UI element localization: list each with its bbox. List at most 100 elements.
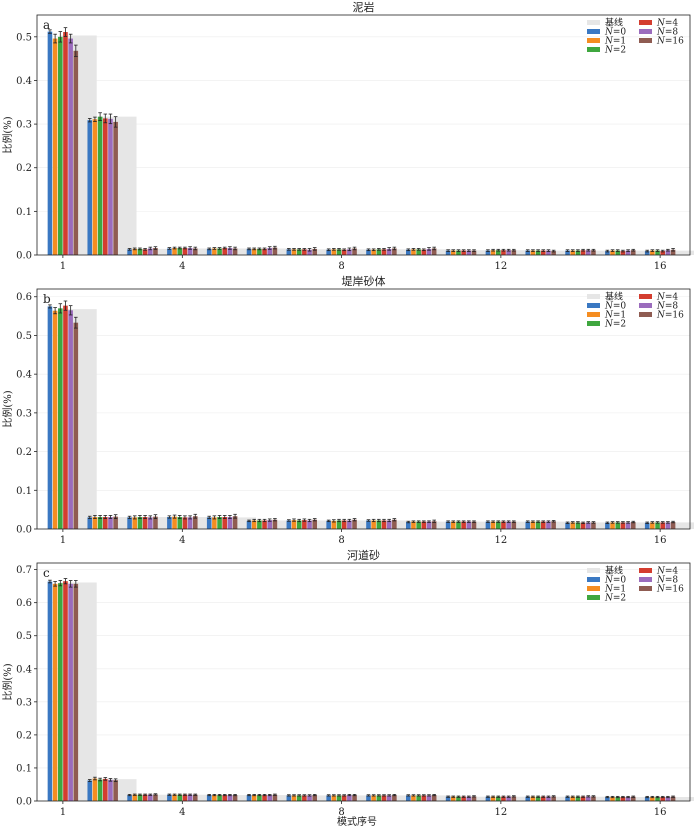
legend-label: N=8 <box>656 28 678 38</box>
bar-N-16 <box>352 248 357 255</box>
legend-label: N=16 <box>656 311 684 321</box>
bar-N-0 <box>525 250 531 255</box>
bar-N-4 <box>262 520 267 529</box>
bar-N-1 <box>490 521 496 529</box>
bar-baseline <box>498 250 535 255</box>
bar-baseline <box>259 520 296 529</box>
panel-title: 堤岸砂体 <box>342 274 386 288</box>
bar-N-0 <box>167 248 172 255</box>
bar-N-1 <box>92 517 98 529</box>
bar-N-4 <box>102 517 108 529</box>
y-tick-label: 0.3 <box>16 408 32 419</box>
bar-N-4 <box>341 795 347 801</box>
y-tick-label: 0.4 <box>16 76 32 87</box>
bar-baseline <box>498 796 535 801</box>
bar-N-4 <box>142 517 148 529</box>
bar-N-0 <box>605 797 610 801</box>
bar-N-8 <box>108 118 113 255</box>
bar-N-16 <box>670 249 676 255</box>
legend-swatch <box>587 303 600 308</box>
panel-tag: c <box>43 566 50 580</box>
legend-label: N=8 <box>656 576 678 586</box>
bar-N-2 <box>336 795 342 801</box>
panel-title: 河道砂 <box>347 548 380 562</box>
bar-N-0 <box>406 249 411 255</box>
legend-swatch <box>587 29 600 34</box>
bar-N-1 <box>530 521 536 529</box>
bar-N-4 <box>540 521 546 529</box>
bar-N-2 <box>615 522 621 529</box>
bar-N-0 <box>366 520 371 529</box>
bar-N-8 <box>386 520 392 529</box>
bar-N-2 <box>456 796 461 801</box>
bar-N-8 <box>307 249 312 255</box>
bar-N-0 <box>87 517 93 529</box>
bar-N-1 <box>92 119 98 255</box>
bar-N-0 <box>286 795 292 801</box>
bar-baseline <box>459 796 495 801</box>
bar-N-0 <box>644 797 650 801</box>
bar-N-1 <box>132 517 138 529</box>
bar-N-4 <box>102 778 108 801</box>
bar-baseline <box>459 521 495 529</box>
x-tick-label: 16 <box>654 807 667 818</box>
bar-N-1 <box>331 249 337 255</box>
bar-baseline <box>498 521 535 529</box>
bar-N-1 <box>371 249 376 255</box>
bar-N-4 <box>381 520 387 529</box>
bar-N-4 <box>580 250 586 255</box>
bar-baseline <box>538 521 575 529</box>
x-tick-label: 16 <box>654 261 667 272</box>
bar-N-8 <box>187 248 193 255</box>
bar-baseline <box>658 250 694 255</box>
bar-N-1 <box>251 248 257 255</box>
bar-N-16 <box>232 516 238 529</box>
bar-N-16 <box>113 516 118 529</box>
bar-N-4 <box>381 795 387 801</box>
bar-baseline <box>618 522 655 529</box>
bar-N-1 <box>450 250 456 255</box>
legend-swatch <box>639 29 652 34</box>
bar-N-8 <box>625 797 631 801</box>
bar-N-2 <box>535 521 541 529</box>
bar-N-4 <box>620 522 626 529</box>
bar-N-2 <box>177 517 183 529</box>
bar-baseline <box>140 794 177 801</box>
bar-N-4 <box>302 795 307 801</box>
bar-N-1 <box>132 794 138 801</box>
bar-N-0 <box>485 796 491 801</box>
bar-N-0 <box>127 795 132 801</box>
bar-N-8 <box>625 250 631 255</box>
legend-swatch <box>587 586 600 591</box>
legend-swatch <box>587 577 600 582</box>
bar-N-16 <box>113 121 118 255</box>
legend-label: N=4 <box>656 293 678 303</box>
bar-N-8 <box>625 522 631 529</box>
bar-N-4 <box>222 517 228 529</box>
bar-N-4 <box>142 794 148 801</box>
bar-N-1 <box>450 521 456 529</box>
bar-N-8 <box>585 796 591 801</box>
bar-N-1 <box>530 250 536 255</box>
bar-baseline <box>339 795 376 801</box>
bar-N-4 <box>381 249 387 255</box>
bar-N-4 <box>222 248 228 255</box>
bar-N-4 <box>63 305 68 529</box>
bar-N-0 <box>565 250 570 255</box>
bar-N-2 <box>376 520 382 529</box>
legend-label: N=4 <box>656 19 678 29</box>
bar-N-0 <box>127 249 132 255</box>
bar-N-2 <box>137 248 143 255</box>
bar-N-16 <box>312 519 318 529</box>
bar-N-0 <box>206 248 212 255</box>
bar-N-8 <box>267 520 273 529</box>
bar-N-16 <box>591 522 596 529</box>
legend-swatch <box>639 20 652 25</box>
bar-N-16 <box>670 796 676 801</box>
legend-swatch <box>587 312 600 317</box>
bar-N-16 <box>73 583 79 801</box>
bar-N-0 <box>406 795 411 801</box>
bar-N-2 <box>217 795 222 801</box>
bar-N-1 <box>650 797 655 801</box>
